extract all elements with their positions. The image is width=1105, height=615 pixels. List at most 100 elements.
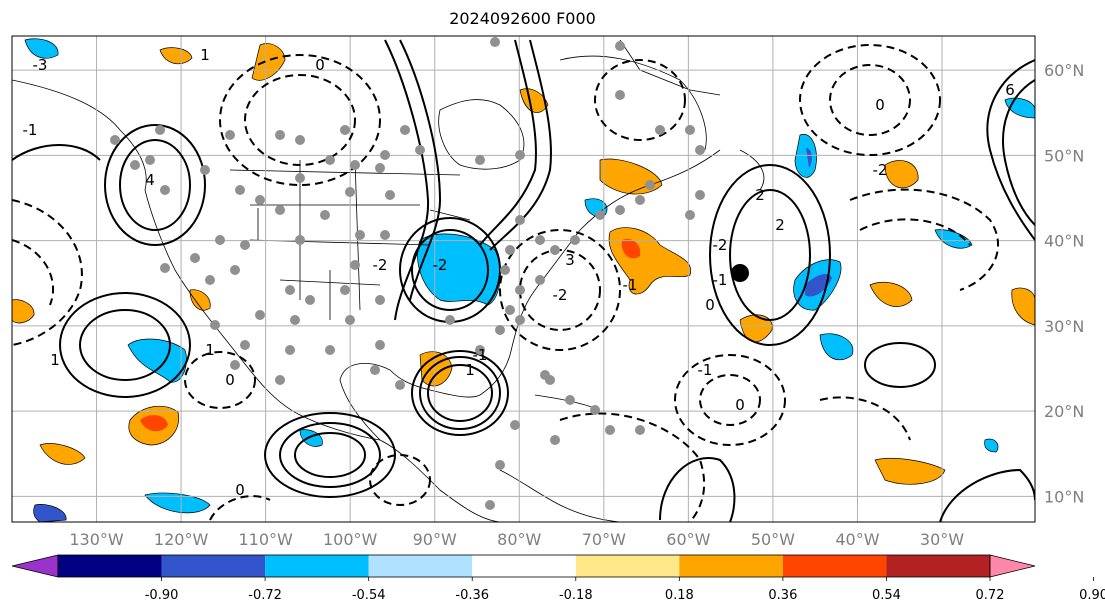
observation-dot (635, 425, 645, 435)
observation-dot (535, 275, 545, 285)
contour-label: 2 (755, 186, 765, 204)
observation-dot (145, 155, 155, 165)
colorbar-segment (575, 555, 680, 577)
observation-dot (515, 150, 525, 160)
contour-label: 2 (775, 216, 785, 234)
observation-dot (160, 263, 170, 273)
observation-dot (375, 340, 385, 350)
observation-dot (205, 275, 215, 285)
observation-dot (320, 210, 330, 220)
contour-label: 1 (465, 361, 475, 379)
colorbar (11, 554, 1036, 578)
observation-dot (380, 150, 390, 160)
observation-dot (110, 135, 120, 145)
observation-dot (155, 125, 165, 135)
lat-tick-label: 50°N (1044, 146, 1084, 165)
lon-tick-label: 110°W (238, 530, 293, 549)
observation-dot (510, 420, 520, 430)
observation-dot (230, 265, 240, 275)
observation-dot (570, 235, 580, 245)
contour-label: -1 (23, 121, 38, 139)
colorbar-tick-label: 0.54 (872, 588, 901, 603)
observation-dot (275, 130, 285, 140)
lon-tick-label: 100°W (323, 530, 378, 549)
colorbar-tick-label: -0.36 (455, 588, 489, 603)
observation-dot (285, 285, 295, 295)
observation-dot (550, 435, 560, 445)
observation-dot (495, 460, 505, 470)
observation-dot (215, 235, 225, 245)
observation-dot (235, 185, 245, 195)
colorbar-tick-label: -0.72 (248, 588, 282, 603)
observation-dot (345, 187, 355, 197)
observation-dot (210, 320, 220, 330)
colorbar-extend-min (11, 554, 59, 578)
colorbar-segment (368, 555, 473, 577)
map-background (12, 36, 1035, 522)
lat-tick-label: 40°N (1044, 232, 1084, 251)
coastlines (12, 39, 765, 522)
observation-dot (490, 37, 500, 47)
observation-dot (565, 395, 575, 405)
observation-dot (505, 245, 515, 255)
observation-dot (605, 425, 615, 435)
colorbar-outline (57, 554, 991, 578)
observation-dot (395, 380, 405, 390)
colorbar-segment (58, 555, 162, 577)
observation-dot (475, 345, 485, 355)
observation-dot (345, 315, 355, 325)
observation-dot (385, 190, 395, 200)
observation-dot (160, 185, 170, 195)
contour-label: 3 (565, 251, 575, 269)
lon-tick-label: 70°W (582, 530, 626, 549)
observation-dot (295, 235, 305, 245)
observation-dot (400, 125, 410, 135)
observation-dot (255, 195, 265, 205)
lon-tick-label: 120°W (154, 530, 209, 549)
contour-label: 0 (235, 481, 245, 499)
observation-dot (240, 340, 250, 350)
colorbar-segment (265, 555, 369, 577)
observation-dot (590, 405, 600, 415)
observation-dot (375, 163, 385, 173)
colorbar-labels: -0.90 -0.72 -0.54 -0.36 -0.18 0.18 0.36 0.54 0.7… (145, 577, 1105, 603)
observation-dot (505, 305, 515, 315)
lon-tick-label: 40°W (835, 530, 879, 549)
observation-dot (370, 365, 380, 375)
observation-dot (350, 160, 360, 170)
lon-tick-label: 30°W (920, 530, 964, 549)
contour-label: -2 (433, 256, 448, 274)
contour-label: -2 (713, 236, 728, 254)
colorbar-tick-label: 0.18 (665, 588, 694, 603)
contour-label: -1 (698, 361, 713, 379)
observation-dot (550, 245, 560, 255)
colorbar-tick-label: 0.36 (768, 588, 797, 603)
observation-dot (685, 210, 695, 220)
colorbar-segment (886, 555, 990, 577)
observation-dot (515, 215, 525, 225)
observation-dot (130, 160, 140, 170)
lon-tick-label: 60°W (666, 530, 710, 549)
observation-dot (645, 180, 655, 190)
contour-label: 6 (1005, 81, 1015, 99)
observation-dot (615, 205, 625, 215)
lat-tick-label: 60°N (1044, 61, 1084, 80)
observation-dot (695, 145, 705, 155)
colorbar-tick-label: 0.72 (976, 588, 1005, 603)
contour-label: 0 (735, 396, 745, 414)
observation-dot (615, 41, 625, 51)
colorbar-extend-max (989, 554, 1036, 578)
observation-dot (540, 370, 550, 380)
observation-dot (535, 235, 545, 245)
observation-dot (615, 90, 625, 100)
gray-dot-icon (110, 37, 705, 510)
contour-label: -2 (373, 256, 388, 274)
black-dot-icon (731, 264, 749, 282)
observation-dot (685, 125, 695, 135)
observation-dot (350, 260, 360, 270)
contour-label: -1 (713, 271, 728, 289)
contour-label: 0 (315, 56, 325, 74)
observation-dot (230, 360, 240, 370)
observation-dot (635, 195, 645, 205)
observation-dot (190, 253, 200, 263)
